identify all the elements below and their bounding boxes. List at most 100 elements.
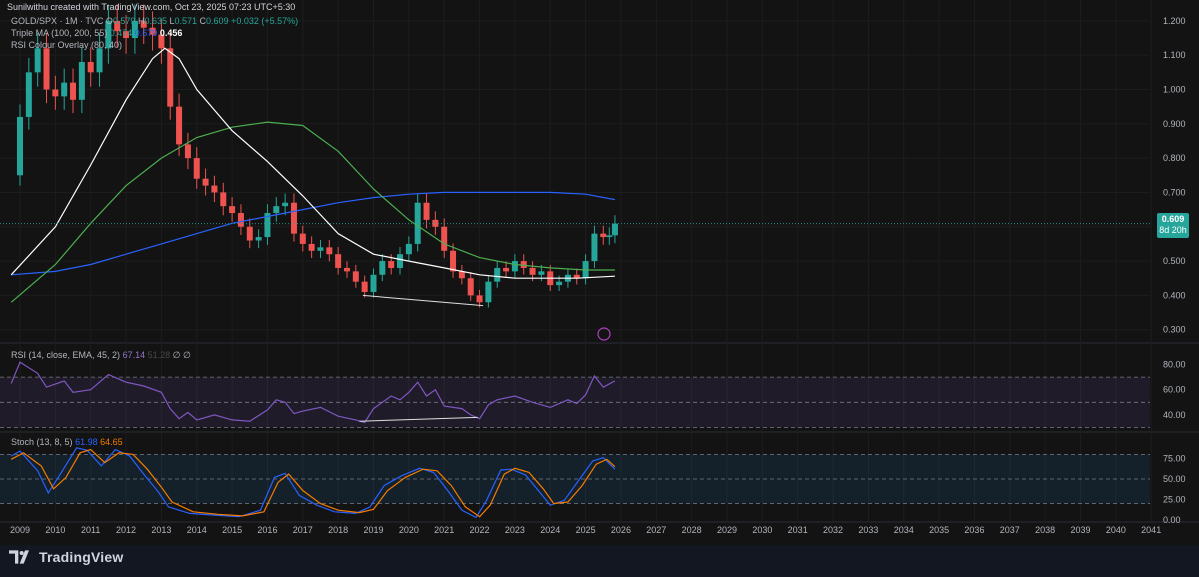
candle — [299, 233, 306, 244]
candle — [87, 62, 94, 73]
time-axis-tick: 2029 — [717, 525, 737, 535]
rsi-axis-tick: 80.00 — [1163, 360, 1186, 370]
candle — [220, 192, 227, 207]
candle — [591, 233, 598, 262]
candle — [573, 274, 580, 279]
ma-value-2: 0.679 — [134, 28, 158, 38]
time-axis-tick: 2015 — [222, 525, 242, 535]
candle — [458, 271, 465, 279]
ohlc-c-label: C — [199, 16, 207, 26]
price-axis-tick: 1.100 — [1163, 50, 1186, 60]
candle — [467, 278, 474, 296]
rsi-axis-tick: 40.00 — [1163, 410, 1186, 420]
candle — [485, 281, 492, 303]
candle — [202, 178, 209, 186]
candle — [167, 48, 174, 107]
price-axis-tick: 0.900 — [1163, 119, 1186, 129]
candle — [494, 267, 501, 282]
stoch-d-value: 64.65 — [100, 437, 123, 447]
ma-fast-line — [10, 121, 615, 303]
candle — [606, 235, 613, 238]
ohlc-high: 0.635 — [144, 16, 167, 26]
candle — [211, 185, 218, 193]
candle — [290, 202, 297, 234]
overlay-label[interactable]: RSI Colour Overlay (80, 40) — [11, 40, 123, 50]
ma-label[interactable]: Triple MA (100, 200, 55) — [11, 28, 108, 38]
candle — [140, 20, 147, 28]
candle — [600, 233, 607, 238]
candle — [149, 27, 156, 35]
chart-canvas[interactable]: 1.2001.1001.0000.9000.8000.7000.6000.500… — [0, 0, 1199, 545]
ohlc-open: 0.579 — [112, 16, 136, 26]
candle — [105, 20, 112, 49]
time-axis-tick: 2039 — [1070, 525, 1090, 535]
candle — [538, 271, 545, 275]
time-axis-tick: 2026 — [611, 525, 631, 535]
candle — [96, 48, 103, 73]
candle — [193, 158, 200, 179]
event-marker-icon — [597, 327, 611, 341]
candle — [78, 62, 85, 100]
time-axis-tick: 2023 — [505, 525, 525, 535]
stoch-axis-tick: 25.00 — [1163, 495, 1186, 505]
candle — [611, 223, 618, 236]
time-axis-tick: 2036 — [964, 525, 984, 535]
bar-countdown: 8d 20h — [1159, 225, 1187, 235]
credit-line: Sunilwithu created with TradingView.com,… — [7, 2, 296, 12]
tradingview-logo-icon — [9, 550, 29, 564]
rsi-trendline — [359, 416, 478, 422]
candle — [476, 295, 483, 303]
last-price-value: 0.609 — [1161, 214, 1185, 224]
time-axis-tick: 2019 — [363, 525, 383, 535]
rsi-label[interactable]: RSI (14, close, EMA, 45, 2) — [11, 350, 121, 360]
candle — [158, 34, 165, 49]
price-axis-tick: 0.500 — [1163, 256, 1186, 266]
candle — [43, 48, 50, 90]
candle — [123, 31, 130, 39]
candle — [264, 213, 271, 238]
rsi-axis-tick: 60.00 — [1163, 385, 1186, 395]
ohlc-l-label: L — [169, 16, 175, 26]
candle — [335, 254, 342, 268]
candle — [361, 281, 368, 292]
candle — [237, 213, 244, 227]
candle — [503, 267, 510, 272]
time-axis-tick: 2041 — [1141, 525, 1161, 535]
candle — [131, 20, 138, 39]
price-axis-tick: 0.300 — [1163, 325, 1186, 335]
candle — [511, 261, 518, 272]
candle — [273, 206, 280, 214]
time-axis-tick: 2018 — [328, 525, 348, 535]
candle — [343, 267, 350, 272]
candle — [282, 202, 289, 207]
time-axis-tick: 2016 — [257, 525, 277, 535]
symbol-label[interactable]: GOLD/SPX · 1M · TVC — [11, 16, 104, 26]
time-axis-tick: 2021 — [434, 525, 454, 535]
stoch-axis-tick: 75.00 — [1163, 454, 1186, 464]
rsi-empty-1: ∅ — [172, 350, 181, 360]
stoch-axis-tick: 0.00 — [1163, 515, 1181, 525]
candle — [326, 247, 333, 255]
time-axis-tick: 2034 — [894, 525, 914, 535]
candle — [255, 237, 262, 241]
stoch-k-line — [10, 447, 616, 519]
ma-value-3: 0.456 — [159, 28, 183, 38]
time-axis-tick: 2031 — [788, 525, 808, 535]
candle — [529, 267, 536, 275]
ohlc-low: 0.571 — [174, 16, 198, 26]
time-axis-tick: 2022 — [470, 525, 490, 535]
ma-slow-line — [11, 191, 616, 276]
candle — [17, 116, 23, 176]
tradingview-wordmark: TradingView — [39, 549, 124, 565]
ohlc-close: 0.609 — [206, 16, 229, 26]
time-axis-tick: 2010 — [45, 525, 65, 535]
candle — [184, 144, 191, 159]
stoch-label[interactable]: Stoch (13, 8, 5) — [11, 437, 73, 447]
candle — [520, 261, 527, 268]
overlay-legend: RSI Colour Overlay (80, 40) — [11, 40, 122, 50]
price-axis-tick: 1.000 — [1163, 84, 1186, 94]
tradingview-brand[interactable]: TradingView — [9, 549, 123, 565]
candle — [441, 226, 448, 251]
rsi-empty-2: ∅ — [183, 350, 191, 360]
candle — [52, 89, 59, 97]
